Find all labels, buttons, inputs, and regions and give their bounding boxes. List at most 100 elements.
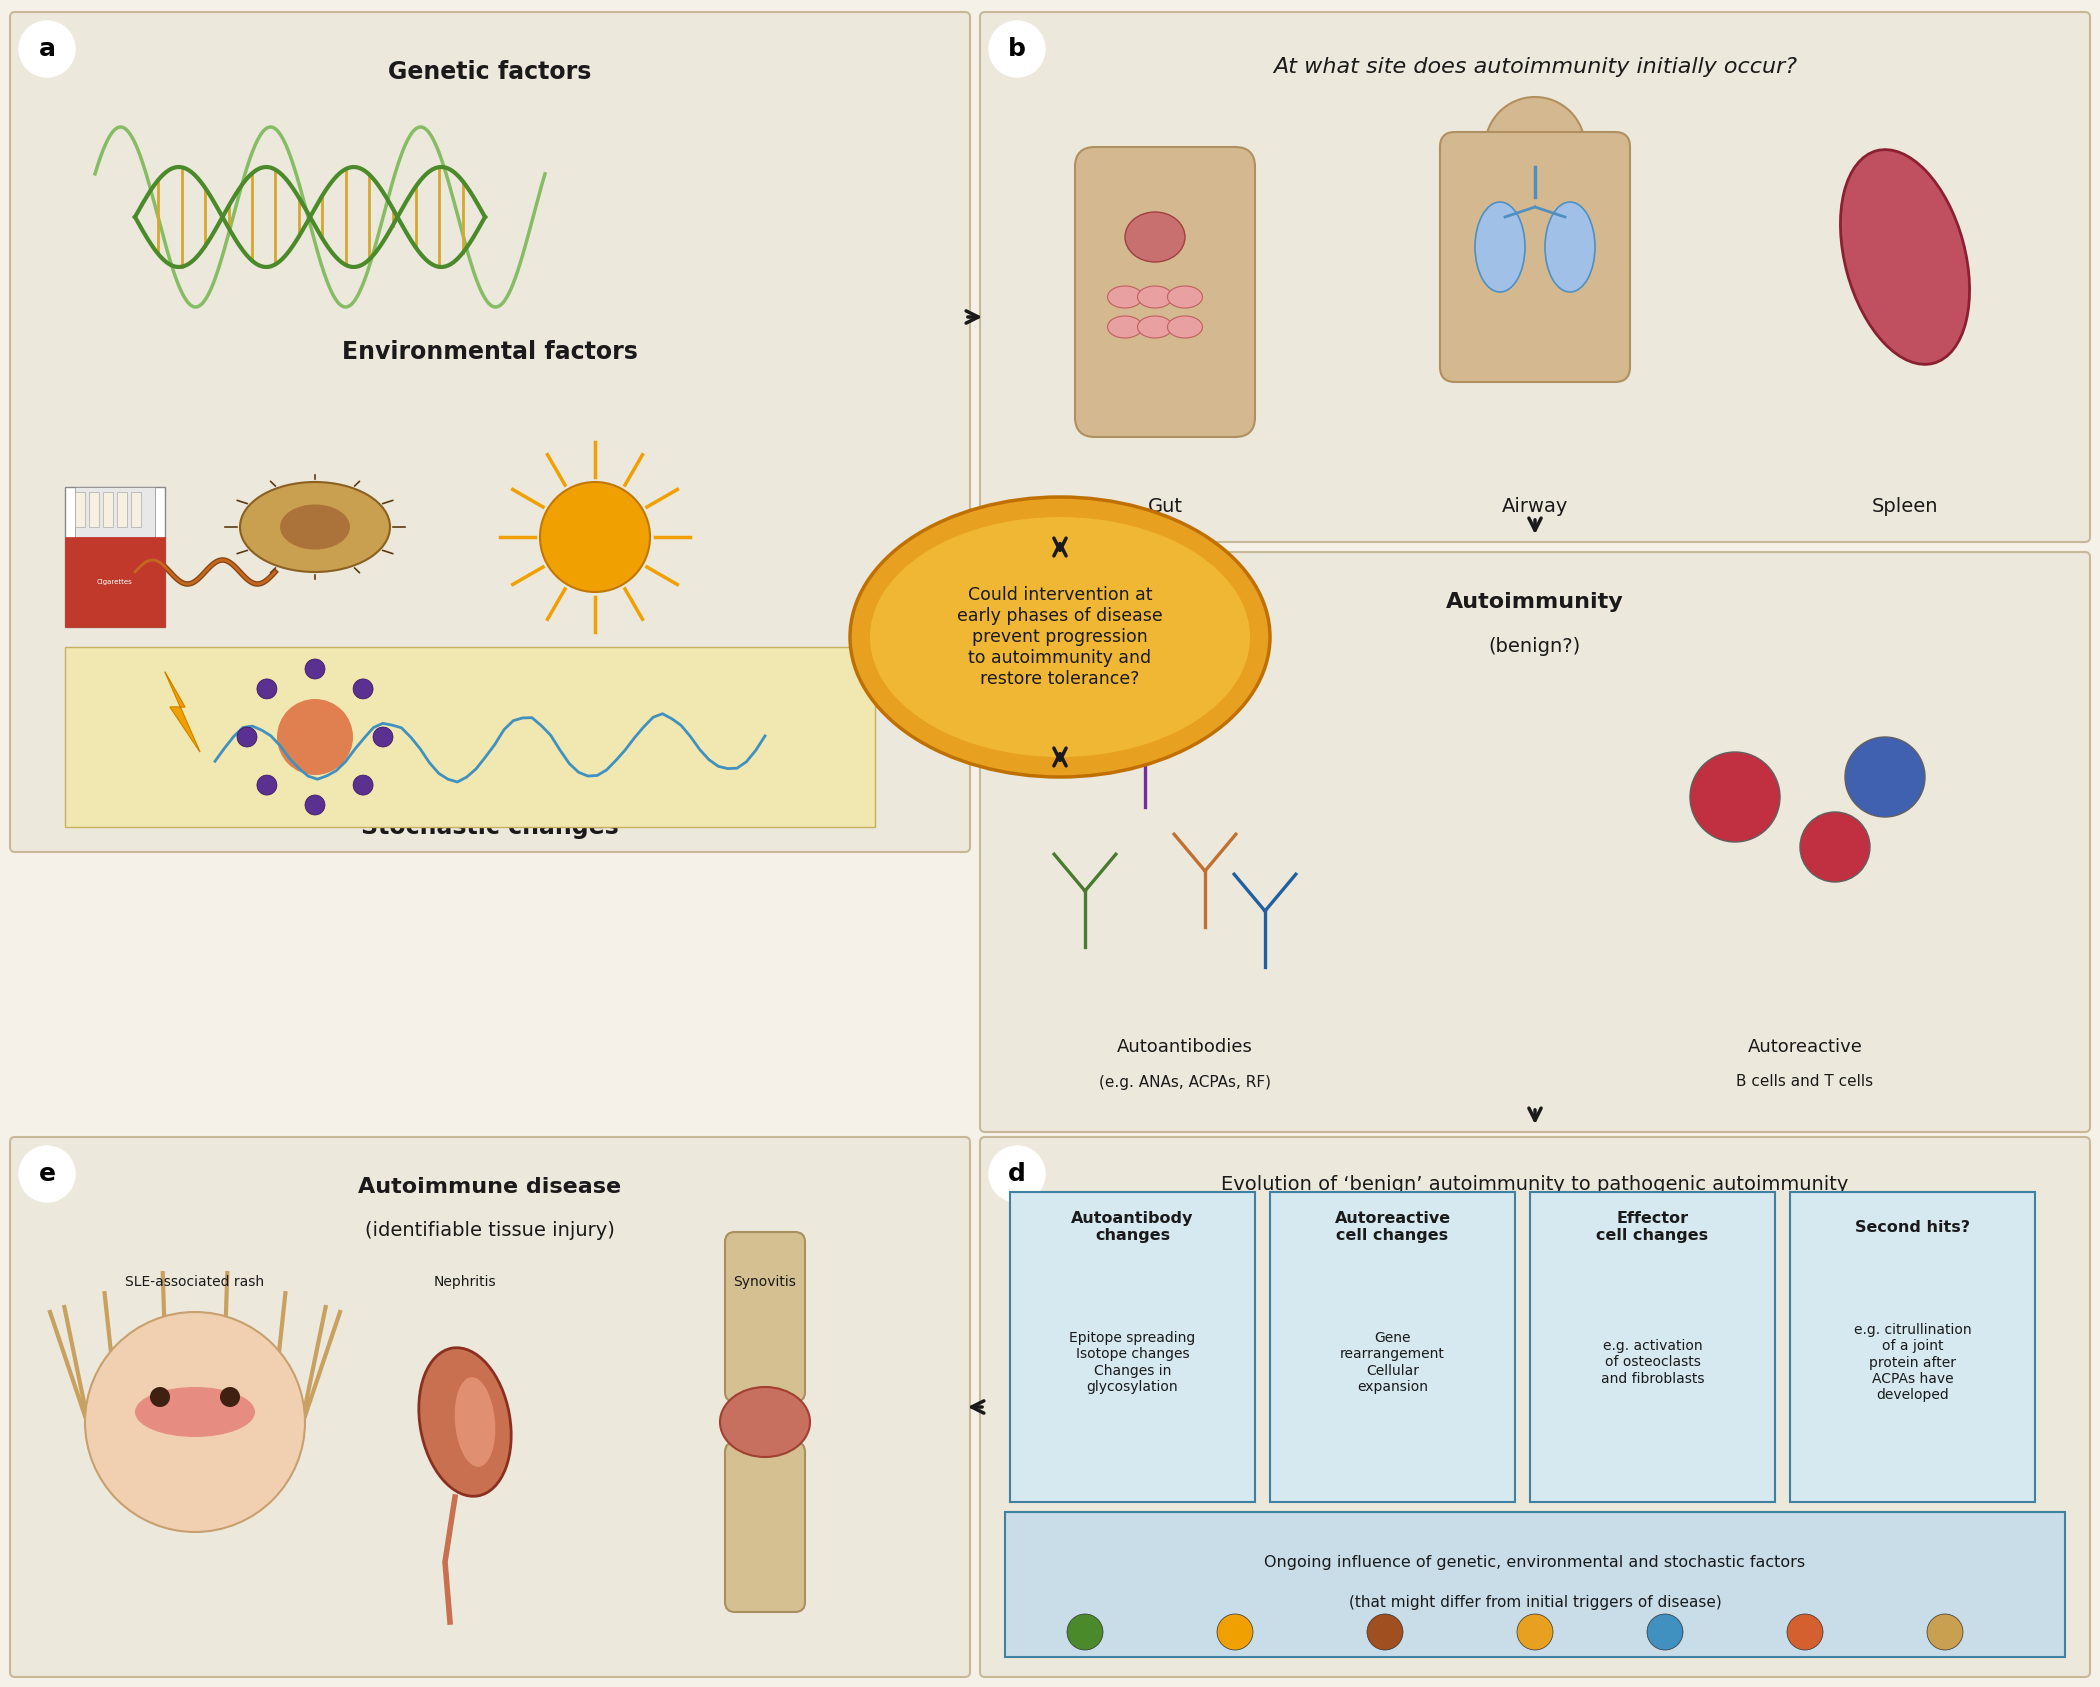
- Text: Gene
rearrangement
Cellular
expansion: Gene rearrangement Cellular expansion: [1340, 1331, 1445, 1393]
- Ellipse shape: [1107, 315, 1142, 337]
- Circle shape: [374, 727, 393, 747]
- FancyBboxPatch shape: [724, 1232, 804, 1402]
- Circle shape: [1516, 1614, 1554, 1650]
- Circle shape: [989, 562, 1046, 617]
- FancyBboxPatch shape: [65, 488, 166, 628]
- Text: d: d: [1008, 1162, 1027, 1186]
- FancyBboxPatch shape: [981, 12, 2090, 542]
- Text: a: a: [38, 37, 55, 61]
- Circle shape: [220, 1387, 239, 1407]
- FancyBboxPatch shape: [1010, 1193, 1256, 1501]
- Text: Environmental factors: Environmental factors: [342, 341, 638, 364]
- Text: Epitope spreading
Isotope changes
Changes in
glycosylation: Epitope spreading Isotope changes Change…: [1069, 1331, 1195, 1393]
- Circle shape: [149, 1387, 170, 1407]
- Ellipse shape: [239, 482, 391, 572]
- Circle shape: [304, 660, 326, 678]
- Ellipse shape: [1107, 287, 1142, 309]
- Circle shape: [1218, 1614, 1254, 1650]
- Text: Gut: Gut: [1147, 498, 1182, 516]
- FancyBboxPatch shape: [724, 1442, 804, 1613]
- Circle shape: [19, 20, 76, 78]
- FancyBboxPatch shape: [1006, 1512, 2064, 1657]
- Bar: [103, 493, 113, 526]
- Circle shape: [540, 482, 651, 592]
- FancyBboxPatch shape: [981, 552, 2090, 1132]
- Circle shape: [1846, 737, 1926, 817]
- Circle shape: [989, 20, 1046, 78]
- Circle shape: [353, 774, 374, 795]
- FancyBboxPatch shape: [65, 536, 166, 628]
- Circle shape: [1485, 96, 1586, 197]
- Circle shape: [84, 1312, 304, 1532]
- Circle shape: [1067, 1614, 1102, 1650]
- Text: c: c: [1010, 577, 1025, 601]
- Text: e.g. citrullination
of a joint
protein after
ACPAs have
developed: e.g. citrullination of a joint protein a…: [1854, 1323, 1972, 1402]
- Text: Ongoing influence of genetic, environmental and stochastic factors: Ongoing influence of genetic, environmen…: [1264, 1554, 1806, 1569]
- FancyBboxPatch shape: [1075, 147, 1256, 437]
- Polygon shape: [166, 671, 200, 752]
- FancyBboxPatch shape: [10, 12, 970, 852]
- Ellipse shape: [1474, 202, 1525, 292]
- Text: Cigarettes: Cigarettes: [97, 579, 132, 585]
- Ellipse shape: [456, 1377, 496, 1468]
- Text: Airway: Airway: [1502, 498, 1569, 516]
- Circle shape: [304, 795, 326, 815]
- Ellipse shape: [1546, 202, 1596, 292]
- Circle shape: [1367, 1614, 1403, 1650]
- FancyBboxPatch shape: [1531, 1193, 1774, 1501]
- FancyBboxPatch shape: [10, 1137, 970, 1677]
- Bar: [76, 493, 84, 526]
- Text: B cells and T cells: B cells and T cells: [1737, 1075, 1873, 1090]
- Bar: [130, 493, 141, 526]
- Text: SLE-associated rash: SLE-associated rash: [126, 1275, 265, 1289]
- FancyBboxPatch shape: [1789, 1193, 2035, 1501]
- Ellipse shape: [418, 1348, 510, 1496]
- Text: Evolution of ‘benign’ autoimmunity to pathogenic autoimmunity: Evolution of ‘benign’ autoimmunity to pa…: [1222, 1174, 1848, 1193]
- Circle shape: [989, 1145, 1046, 1203]
- Text: Nephritis: Nephritis: [435, 1275, 496, 1289]
- FancyBboxPatch shape: [981, 1137, 2090, 1677]
- FancyBboxPatch shape: [1270, 1193, 1514, 1501]
- Bar: [118, 493, 126, 526]
- Text: Autoantibodies: Autoantibodies: [1117, 1038, 1254, 1056]
- Ellipse shape: [1168, 315, 1203, 337]
- Ellipse shape: [1138, 315, 1172, 337]
- Text: Spleen: Spleen: [1871, 498, 1938, 516]
- Circle shape: [1646, 1614, 1682, 1650]
- Text: Second hits?: Second hits?: [1854, 1220, 1970, 1235]
- Text: Autoimmune disease: Autoimmune disease: [359, 1178, 622, 1198]
- Text: Autoimmunity: Autoimmunity: [1447, 592, 1623, 612]
- Ellipse shape: [1126, 213, 1184, 261]
- Circle shape: [1928, 1614, 1964, 1650]
- Text: Autoantibody
changes: Autoantibody changes: [1071, 1211, 1193, 1243]
- Text: Effector
cell changes: Effector cell changes: [1596, 1211, 1709, 1243]
- Circle shape: [1787, 1614, 1823, 1650]
- Ellipse shape: [850, 498, 1270, 778]
- Ellipse shape: [1840, 150, 1970, 364]
- Text: (identifiable tissue injury): (identifiable tissue injury): [365, 1220, 615, 1240]
- Text: (that might differ from initial triggers of disease): (that might differ from initial triggers…: [1348, 1594, 1722, 1609]
- Text: Autoreactive
cell changes: Autoreactive cell changes: [1334, 1211, 1451, 1243]
- Text: (benign?): (benign?): [1489, 638, 1581, 656]
- Circle shape: [254, 676, 376, 796]
- Circle shape: [19, 1145, 76, 1203]
- FancyBboxPatch shape: [76, 488, 155, 536]
- Text: Genetic factors: Genetic factors: [388, 61, 592, 84]
- Text: e.g. activation
of osteoclasts
and fibroblasts: e.g. activation of osteoclasts and fibro…: [1600, 1339, 1705, 1385]
- Text: At what site does autoimmunity initially occur?: At what site does autoimmunity initially…: [1273, 57, 1798, 78]
- Ellipse shape: [869, 516, 1250, 757]
- Ellipse shape: [1138, 287, 1172, 309]
- Circle shape: [1800, 811, 1869, 882]
- Bar: [88, 493, 99, 526]
- Text: b: b: [1008, 37, 1027, 61]
- Ellipse shape: [720, 1387, 811, 1458]
- Text: (e.g. ANAs, ACPAs, RF): (e.g. ANAs, ACPAs, RF): [1098, 1075, 1270, 1090]
- FancyBboxPatch shape: [65, 648, 876, 827]
- Circle shape: [256, 774, 277, 795]
- Ellipse shape: [1168, 287, 1203, 309]
- Text: Stochastic changes: Stochastic changes: [361, 815, 620, 838]
- Text: e: e: [38, 1162, 55, 1186]
- Ellipse shape: [279, 504, 351, 550]
- Text: Could intervention at
early phases of disease
prevent progression
to autoimmunit: Could intervention at early phases of di…: [958, 587, 1163, 688]
- Circle shape: [256, 678, 277, 698]
